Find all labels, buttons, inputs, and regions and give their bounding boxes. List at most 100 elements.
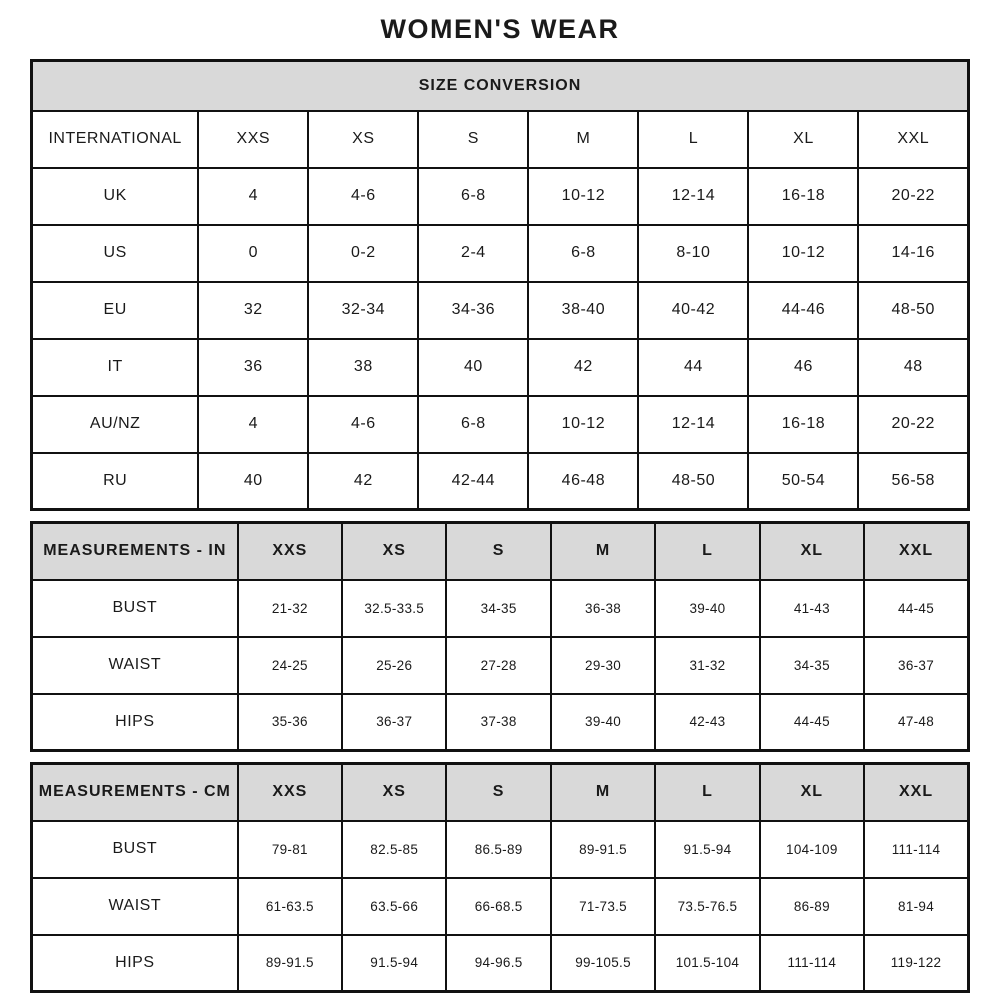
measurement-value-cell: 94-96.5	[445, 933, 552, 993]
measurement-value-cell: 32.5-33.5	[341, 578, 448, 638]
region-label: UK	[30, 166, 200, 226]
measurement-value-cell: 44-45	[863, 578, 970, 638]
measurement-value-cell: 44-45	[758, 692, 866, 752]
size-column-header: XL	[758, 762, 866, 822]
measurement-value-cell: 36-37	[863, 635, 970, 695]
size-value-cell: 16-18	[747, 394, 860, 454]
size-value-cell: 32	[197, 280, 310, 340]
measurement-value-cell: 99-105.5	[549, 933, 657, 993]
measurement-value-cell: 36-37	[341, 692, 448, 752]
size-value-cell: 12-14	[637, 394, 750, 454]
region-label: AU/NZ	[30, 394, 200, 454]
measurement-value-cell: 36-38	[549, 578, 657, 638]
measurement-value-cell: 34-35	[758, 635, 866, 695]
size-conversion-title: SIZE CONVERSION	[30, 59, 970, 112]
measurements-cm-title: MEASUREMENTS - CM	[30, 762, 239, 822]
measurements-in-head: MEASUREMENTS - IN XXS XS S M L XL XXL	[30, 521, 970, 581]
size-column-header: M	[549, 521, 657, 581]
conversion-row: EU 32 32-34 34-36 38-40 40-42 44-46 48-50	[30, 280, 970, 340]
size-value-cell: 2-4	[417, 223, 530, 283]
size-value-cell: 0	[197, 223, 310, 283]
size-column-header: XXL	[863, 762, 970, 822]
measurement-value-cell: 89-91.5	[236, 933, 344, 993]
measurement-value-cell: 111-114	[863, 819, 970, 879]
size-value-cell: 40-42	[637, 280, 750, 340]
size-column-header: S	[445, 762, 552, 822]
measurement-value-cell: 31-32	[654, 635, 761, 695]
size-value-cell: 4-6	[307, 394, 420, 454]
measurement-label: WAIST	[30, 876, 239, 936]
size-value-cell: 16-18	[747, 166, 860, 226]
measurement-label: WAIST	[30, 635, 239, 695]
measurements-in-title: MEASUREMENTS - IN	[30, 521, 239, 581]
size-value-cell: 0-2	[307, 223, 420, 283]
measurement-label: HIPS	[30, 692, 239, 752]
measurement-value-cell: 34-35	[445, 578, 552, 638]
measurement-label: HIPS	[30, 933, 239, 993]
size-column-header: XL	[758, 521, 866, 581]
size-value-cell: 10-12	[527, 166, 640, 226]
measurement-value-cell: 104-109	[758, 819, 866, 879]
size-value-cell: 8-10	[637, 223, 750, 283]
measurement-value-cell: 39-40	[654, 578, 761, 638]
size-value-cell: 40	[197, 451, 310, 511]
size-value-cell: 40	[417, 337, 530, 397]
size-value-cell: 20-22	[857, 166, 970, 226]
measurement-row: WAIST 24-25 25-26 27-28 29-30 31-32 34-35 36-37	[30, 635, 970, 695]
measurement-value-cell: 73.5-76.5	[654, 876, 761, 936]
measurements-cm-body: BUST 79-81 82.5-85 86.5-89 89-91.5 91.5-94 104…	[30, 819, 970, 993]
size-value-cell: 44	[637, 337, 750, 397]
measurement-value-cell: 89-91.5	[549, 819, 657, 879]
measurement-row: BUST 21-32 32.5-33.5 34-35 36-38 39-40 41-43 44…	[30, 578, 970, 638]
measurement-value-cell: 91.5-94	[341, 933, 448, 993]
size-column-header: XXS	[197, 109, 310, 169]
size-value-cell: 48-50	[637, 451, 750, 511]
page-title: WOMEN'S WEAR	[380, 14, 620, 44]
measurement-value-cell: 47-48	[863, 692, 970, 752]
size-column-header: XS	[341, 521, 448, 581]
size-column-header: S	[417, 109, 530, 169]
size-value-cell: 42	[527, 337, 640, 397]
measurement-value-cell: 21-32	[236, 578, 344, 638]
size-conversion-columns-row: INTERNATIONAL XXS XS S M L XL XXL	[30, 109, 970, 169]
size-conversion-head: SIZE CONVERSION INTERNATIONAL XXS XS S M L XL X…	[30, 59, 970, 169]
size-value-cell: 42-44	[417, 451, 530, 511]
size-value-cell: 42	[307, 451, 420, 511]
size-value-cell: 6-8	[417, 166, 530, 226]
measurement-value-cell: 25-26	[341, 635, 448, 695]
measurement-value-cell: 71-73.5	[549, 876, 657, 936]
size-column-header: XL	[747, 109, 860, 169]
size-value-cell: 48-50	[857, 280, 970, 340]
size-value-cell: 50-54	[747, 451, 860, 511]
size-value-cell: 12-14	[637, 166, 750, 226]
size-conversion-body: UK 4 4-6 6-8 10-12 12-14 16-18 20-22 US 0 0-2 2-4 6-…	[30, 166, 970, 511]
measurement-value-cell: 29-30	[549, 635, 657, 695]
size-column-header: XS	[341, 762, 448, 822]
size-value-cell: 4-6	[307, 166, 420, 226]
size-value-cell: 4	[197, 166, 310, 226]
size-column-header: XXS	[236, 521, 344, 581]
measurements-in-body: BUST 21-32 32.5-33.5 34-35 36-38 39-40 41-43 44…	[30, 578, 970, 752]
measurement-value-cell: 24-25	[236, 635, 344, 695]
conversion-row: UK 4 4-6 6-8 10-12 12-14 16-18 20-22	[30, 166, 970, 226]
conversion-row: IT 36 38 40 42 44 46 48	[30, 337, 970, 397]
size-value-cell: 36	[197, 337, 310, 397]
conversion-row: US 0 0-2 2-4 6-8 8-10 10-12 14-16	[30, 223, 970, 283]
measurement-value-cell: 111-114	[758, 933, 866, 993]
size-value-cell: 32-34	[307, 280, 420, 340]
size-conversion-table: SIZE CONVERSION INTERNATIONAL XXS XS S M L XL X…	[30, 59, 970, 511]
region-label: EU	[30, 280, 200, 340]
measurement-row: WAIST 61-63.5 63.5-66 66-68.5 71-73.5 73.5-76…	[30, 876, 970, 936]
size-column-header: XS	[307, 109, 420, 169]
size-value-cell: 46	[747, 337, 860, 397]
measurement-value-cell: 63.5-66	[341, 876, 448, 936]
measurement-value-cell: 41-43	[758, 578, 866, 638]
measurement-value-cell: 86-89	[758, 876, 866, 936]
size-column-header: XXL	[857, 109, 970, 169]
measurement-value-cell: 119-122	[863, 933, 970, 993]
measurement-row: HIPS 89-91.5 91.5-94 94-96.5 99-105.5 101.5-1…	[30, 933, 970, 993]
size-value-cell: 38-40	[527, 280, 640, 340]
measurements-cm-head: MEASUREMENTS - CM XXS XS S M L XL XXL	[30, 762, 970, 822]
region-label: IT	[30, 337, 200, 397]
size-value-cell: 4	[197, 394, 310, 454]
